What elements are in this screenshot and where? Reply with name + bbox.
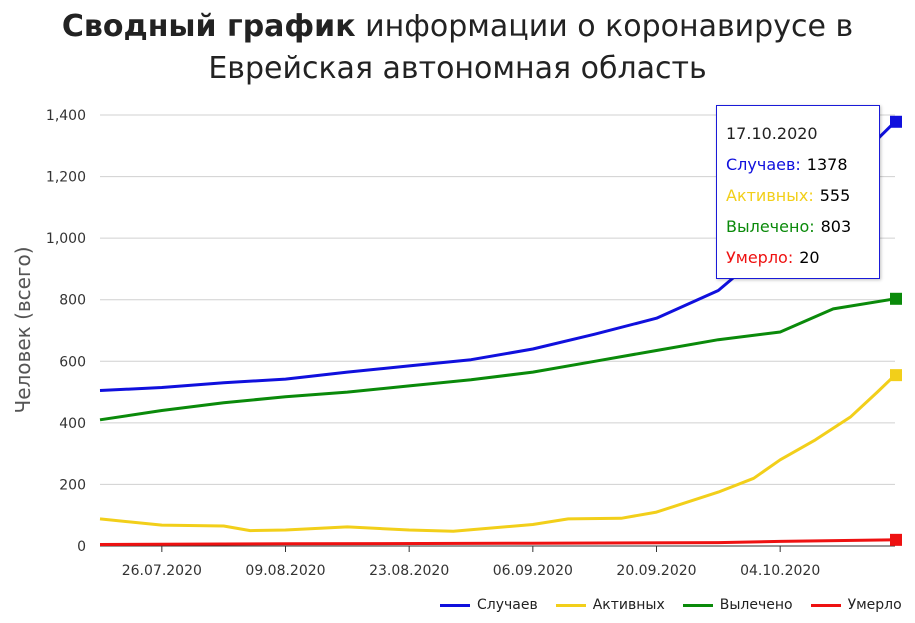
series-end-marker[interactable]: [890, 292, 902, 305]
series-line: [99, 297, 896, 422]
x-axis: 26.07.2020 09.08.2020 23.08.2020 06.09.2020…: [122, 546, 820, 579]
tooltip-row-value: 555: [819, 186, 851, 205]
tooltip-row: Активных: 555: [726, 180, 879, 211]
tooltip-row-label: Умерло:: [726, 248, 794, 267]
tooltip-date: 17.10.2020: [726, 124, 818, 143]
legend-item[interactable]: Вылечено: [682, 597, 793, 613]
y-axis: 0 200 400 600 800 1,000 1,200 1,400: [46, 108, 86, 555]
grid: [100, 114, 895, 547]
legend-label: Случаев: [477, 597, 538, 613]
y-tick-label: 1,400: [46, 108, 86, 124]
y-tick-label: 200: [59, 477, 86, 493]
tooltip-row-label: Вылечено:: [726, 217, 815, 236]
tooltip-row: Умерло: 20: [726, 242, 879, 273]
y-tick-label: 1,200: [46, 170, 86, 186]
legend-swatch: [555, 603, 586, 607]
tooltip-row-value: 1378: [806, 155, 848, 174]
tooltip-row: Вылечено: 803: [726, 211, 879, 242]
x-tick-label: 20.09.2020: [616, 563, 696, 579]
legend-label: Умерло: [847, 597, 902, 613]
series-end-marker[interactable]: [890, 115, 902, 128]
y-tick-label: 800: [59, 293, 86, 309]
series-line: [99, 538, 896, 546]
x-tick-label: 04.10.2020: [740, 563, 820, 579]
tooltip-row: Случаев: 1378: [726, 149, 879, 180]
end-markers: [890, 115, 902, 546]
x-tick-label: 26.07.2020: [122, 563, 202, 579]
legend-label: Активных: [592, 597, 665, 613]
x-tick-label: 06.09.2020: [493, 563, 573, 579]
tooltip-row-label: Случаев:: [726, 155, 801, 174]
series-lines: [99, 120, 897, 546]
legend-swatch: [682, 603, 713, 607]
legend-swatch: [440, 603, 470, 607]
legend-item[interactable]: Активных: [555, 597, 665, 613]
title-line-2: Еврейская автономная область: [208, 51, 707, 86]
y-tick-label: 0: [77, 539, 86, 555]
series-line: [99, 374, 897, 533]
tooltip-row-value: 20: [799, 248, 820, 267]
y-tick-label: 400: [59, 416, 86, 432]
series-end-marker[interactable]: [890, 533, 902, 546]
tooltip-rows: Случаев: 1378 Активных: 555 Вылечено: 803 Умер…: [726, 149, 879, 273]
legend-item[interactable]: Умерло: [810, 597, 902, 613]
y-tick-label: 600: [59, 354, 86, 370]
tooltip-row-value: 803: [820, 217, 852, 236]
x-tick-label: 09.08.2020: [245, 563, 325, 579]
title-bold: Сводный график: [61, 9, 356, 44]
y-axis-label: Человек (всего): [11, 246, 35, 413]
series-end-marker[interactable]: [890, 369, 902, 382]
legend: Случаев Активных Вылечено Умерло: [440, 597, 902, 613]
legend-label: Вылечено: [719, 597, 793, 613]
legend-swatch: [810, 603, 841, 607]
y-tick-label: 1,000: [46, 231, 86, 247]
title-line-1: Сводный график информации о коронавирусе…: [0, 6, 915, 48]
legend-item[interactable]: Случаев: [440, 597, 538, 613]
tooltip: 17.10.2020 Случаев: 1378 Активных: 555 Вылеч…: [716, 105, 880, 279]
tooltip-row-label: Активных:: [726, 186, 814, 205]
x-tick-label: 23.08.2020: [369, 563, 449, 579]
title-rest: информации о коронавирусе в: [365, 9, 854, 44]
chart-title: Сводный график информации о коронавирусе…: [0, 6, 915, 90]
